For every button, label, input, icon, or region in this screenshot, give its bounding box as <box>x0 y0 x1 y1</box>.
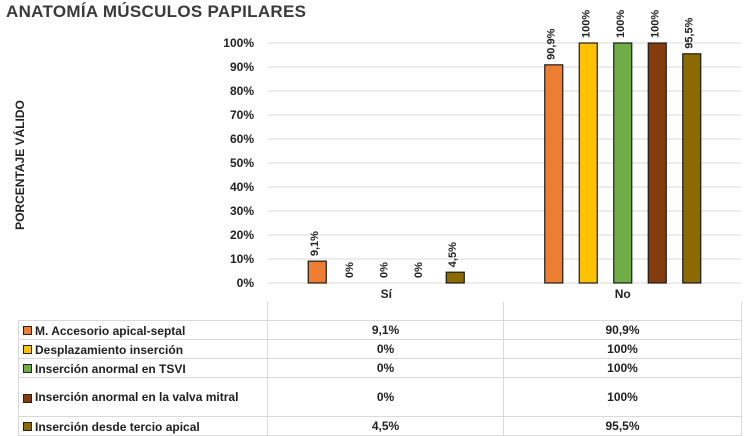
table-value-cell: 100% <box>503 339 742 359</box>
y-tick-label: 70% <box>230 108 254 122</box>
table-header-cell <box>267 302 504 321</box>
table-value-cell: 100% <box>503 377 742 417</box>
table-row: M. Accesorio apical-septal 9,1% 90,9% <box>18 320 742 340</box>
legend-swatch <box>23 344 32 354</box>
table-row: Inserción anormal en la valva mitral 0% 10… <box>18 377 742 417</box>
series-name: Desplazamiento inserción <box>35 342 184 357</box>
table-corner <box>18 302 268 321</box>
data-label: 0% <box>378 262 390 278</box>
table-value-cell: 95,5% <box>503 416 742 436</box>
table-value-cell: 9,1% <box>267 320 504 340</box>
data-label: 4,5% <box>447 242 459 267</box>
y-tick-label: 30% <box>230 204 254 218</box>
table-row: Inserción desde tercio apical 4,5% 95,5% <box>18 416 742 436</box>
category-label: Sí <box>381 287 393 300</box>
data-label: 100% <box>615 10 627 38</box>
data-table: M. Accesorio apical-septal 9,1% 90,9% Despl… <box>18 302 742 436</box>
series-name: M. Accesorio apical-septal <box>35 323 186 338</box>
bar <box>682 53 702 284</box>
y-tick-label: 40% <box>230 180 254 194</box>
y-tick-label: 90% <box>230 60 254 74</box>
data-label: 0% <box>344 262 356 278</box>
y-tick-label: 20% <box>230 228 254 242</box>
table-row: Inserción anormal en TSVI 0% 100% <box>18 358 742 378</box>
bar <box>544 64 564 284</box>
legend-swatch <box>23 421 32 431</box>
table-row: Desplazamiento inserción 0% 100% <box>18 339 742 359</box>
legend-swatch <box>23 363 32 373</box>
bar <box>445 271 465 284</box>
bar <box>647 42 667 284</box>
table-value-cell: 0% <box>267 339 504 359</box>
series-name-cell: Inserción anormal en TSVI <box>18 358 268 378</box>
y-tick-label: 10% <box>230 252 254 266</box>
data-label: 9,1% <box>309 231 321 256</box>
data-label: 95,5% <box>684 17 696 48</box>
data-label: 0% <box>413 262 425 278</box>
table-header-row <box>18 302 742 321</box>
table-value-cell: 100% <box>503 358 742 378</box>
y-tick-label: 50% <box>230 156 254 170</box>
table-header-cell <box>503 302 742 321</box>
series-name-cell: M. Accesorio apical-septal <box>18 320 268 340</box>
chart-title: ANATOMÍA MÚSCULOS PAPILARES <box>6 2 307 21</box>
table-value-cell: 0% <box>267 358 504 378</box>
table-value-cell: 4,5% <box>267 416 504 436</box>
series-name-cell: Inserción anormal en la valva mitral <box>18 377 268 417</box>
series-name-cell: Inserción desde tercio apical <box>18 416 268 436</box>
bar <box>613 42 633 284</box>
legend-swatch <box>23 393 32 403</box>
y-tick-label: 80% <box>230 84 254 98</box>
legend-swatch <box>23 325 32 335</box>
bar-chart: 0% 10% 20% 30% 40% 50% 60% 70% 80% 90% 100% 9,1% 0% 0… <box>223 10 741 300</box>
y-tick-label: 60% <box>230 132 254 146</box>
series-name-cell: Desplazamiento inserción <box>18 339 268 359</box>
series-name: Inserción desde tercio apical <box>35 419 200 434</box>
category-label: No <box>615 287 631 300</box>
table-value-cell: 90,9% <box>503 320 742 340</box>
data-label: 100% <box>580 10 592 38</box>
data-label: 90,9% <box>546 28 558 59</box>
y-tick-label: 100% <box>223 36 254 50</box>
y-tick-label: 0% <box>237 276 255 290</box>
data-label: 100% <box>649 10 661 38</box>
bar <box>307 260 327 284</box>
table-value-cell: 0% <box>267 377 504 417</box>
series-name: Inserción anormal en la valva mitral <box>35 389 239 404</box>
series-name: Inserción anormal en TSVI <box>35 361 186 376</box>
bar <box>578 42 598 284</box>
